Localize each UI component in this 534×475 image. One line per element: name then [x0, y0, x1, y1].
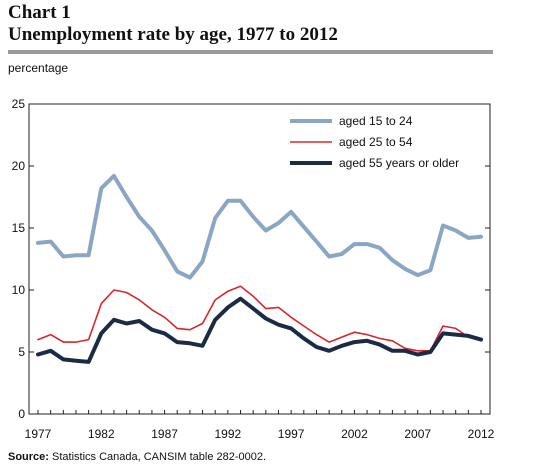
series-line-3	[36, 296, 483, 364]
plot-border	[28, 103, 491, 415]
source-label: Source:	[8, 451, 49, 463]
chart-title: Unemployment rate by age, 1977 to 2012	[8, 24, 338, 45]
y-tick-label: 15	[12, 221, 26, 235]
x-tick-label: 2007	[404, 427, 431, 441]
x-tick-label: 1987	[151, 427, 178, 441]
y-axis-label: percentage	[8, 61, 69, 75]
chart-number: Chart 1	[8, 2, 71, 23]
y-tick-label: 5	[18, 345, 25, 359]
x-tick-label: 2002	[341, 427, 368, 441]
y-tick-label: 10	[12, 283, 26, 297]
y-axis-ticks: 0 5 10 15 20 25	[12, 97, 490, 421]
plot-frame	[28, 103, 491, 415]
x-axis-ticks: 1977 1982 1987 1992 1997 2002 2007 2012	[25, 410, 495, 441]
series-lines	[36, 173, 483, 364]
title-rule	[8, 50, 493, 54]
legend: aged 15 to 24 aged 25 to 54 aged 55 years …	[290, 114, 459, 170]
legend-label-1: aged 15 to 24	[339, 114, 413, 128]
x-tick-label: 1982	[88, 427, 115, 441]
source-text: Statistics Canada, CANSIM table 282-0002…	[52, 451, 267, 463]
x-tick-label: 1992	[215, 427, 242, 441]
legend-label-2: aged 25 to 54	[339, 135, 413, 149]
x-tick-label: 1997	[278, 427, 305, 441]
x-tick-label: 1977	[25, 427, 52, 441]
y-tick-label: 20	[12, 159, 26, 173]
y-tick-label: 0	[18, 407, 25, 421]
legend-label-3: aged 55 years or older	[339, 156, 459, 170]
source-note: Source: Statistics Canada, CANSIM table …	[8, 450, 266, 464]
series-line-1	[36, 173, 483, 280]
series-line-2	[37, 285, 482, 352]
y-tick-label: 25	[12, 97, 26, 111]
x-tick-label: 2012	[468, 427, 495, 441]
